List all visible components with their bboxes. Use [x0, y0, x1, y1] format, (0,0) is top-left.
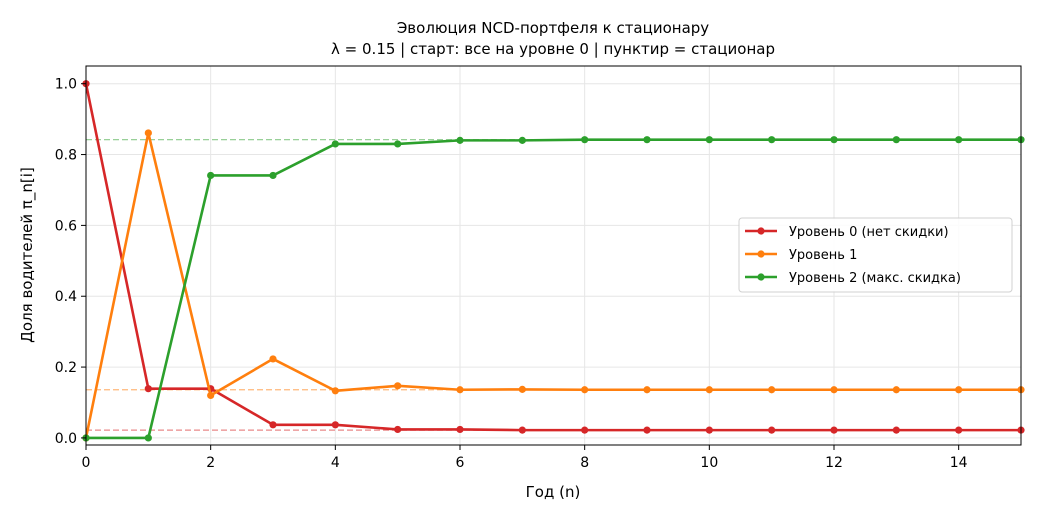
series-1-point — [394, 382, 402, 390]
legend: Уровень 0 (нет скидки) Уровень 1 Уровень 2… — [738, 217, 1013, 293]
legend-label: Уровень 1 — [789, 248, 857, 263]
series-0-point — [144, 385, 152, 393]
series-2-point — [394, 140, 402, 148]
legend-swatch-marker — [757, 227, 765, 235]
x-tick-label: 12 — [825, 455, 843, 471]
x-ticks: 0 2 4 6 8 10 12 14 — [82, 445, 968, 471]
series-1-point — [892, 386, 900, 394]
series-1-point — [456, 386, 464, 394]
series-lines — [82, 80, 1025, 442]
series-0-point — [456, 425, 464, 434]
series-0-point — [892, 426, 900, 434]
series-2-point — [581, 136, 589, 144]
series-0-point — [705, 426, 713, 434]
series-2-point — [269, 171, 277, 180]
series-1-point — [331, 387, 339, 395]
legend-swatch-marker — [757, 273, 765, 281]
legend-label: Уровень 0 (нет скидки) — [789, 225, 949, 240]
x-tick-label: 6 — [456, 455, 465, 471]
y-tick-label: 0.4 — [55, 289, 77, 305]
series-1-point — [830, 386, 838, 394]
series-1-point — [768, 386, 776, 394]
y-tick-label: 0.8 — [55, 148, 77, 164]
x-tick-label: 0 — [82, 455, 91, 471]
series-0-point — [394, 425, 402, 434]
legend-box — [738, 217, 1013, 293]
y-tick-label: 0.2 — [55, 360, 77, 376]
series-line-1 — [84, 131, 1021, 439]
series-1-point — [144, 129, 152, 137]
x-axis-label: Год (n) — [526, 483, 581, 501]
x-tick-label: 10 — [700, 455, 718, 471]
series-0-point — [768, 426, 776, 434]
series-0-point — [643, 426, 651, 434]
chart-subtitle: λ = 0.15 | старт: все на уровне 0 | пунк… — [331, 40, 775, 58]
series-1-point — [643, 386, 651, 394]
series-line-2 — [86, 138, 1021, 440]
y-ticks: 0.0 0.2 0.4 0.6 0.8 1.0 — [55, 77, 86, 447]
series-0-point — [331, 421, 339, 429]
series-1-point — [705, 386, 713, 394]
x-tick-label: 8 — [580, 455, 589, 471]
series-2-point — [207, 171, 215, 180]
series-0-point — [581, 426, 589, 434]
series-2-point — [768, 136, 776, 144]
series-2-point — [518, 136, 526, 144]
series-2-point — [705, 136, 713, 144]
series-line-0 — [84, 83, 1021, 432]
series-1-point — [955, 386, 963, 394]
series-1-point — [518, 385, 526, 393]
y-axis-label: Доля водителей π_n[i] — [18, 167, 37, 343]
series-2-point — [830, 136, 838, 144]
y-tick-label: 0.0 — [55, 431, 77, 447]
series-0-point — [518, 426, 526, 434]
legend-swatch-marker — [757, 250, 765, 258]
series-1-point — [269, 355, 277, 363]
series-2-point — [331, 140, 339, 148]
x-tick-label: 2 — [206, 455, 215, 471]
series-2-point — [144, 434, 152, 442]
series-0-point — [955, 426, 963, 434]
grid — [85, 66, 1021, 445]
x-tick-label: 14 — [950, 455, 968, 471]
x-tick-label: 4 — [331, 455, 340, 471]
y-tick-label: 0.6 — [55, 218, 77, 234]
legend-label: Уровень 2 (макс. скидка) — [789, 271, 961, 286]
series-2-point — [955, 136, 963, 144]
y-tick-label: 1.0 — [55, 77, 77, 93]
series-0-point — [269, 421, 277, 429]
series-1-point — [207, 391, 215, 400]
series-1-point — [581, 386, 589, 394]
series-2-point — [892, 136, 900, 144]
series-2-point — [456, 136, 464, 144]
series-0-point — [830, 426, 838, 434]
chart-title: Эволюция NCD-портфеля к стационару — [397, 19, 709, 37]
plot-frame — [85, 65, 1022, 446]
series-2-point — [643, 136, 651, 144]
